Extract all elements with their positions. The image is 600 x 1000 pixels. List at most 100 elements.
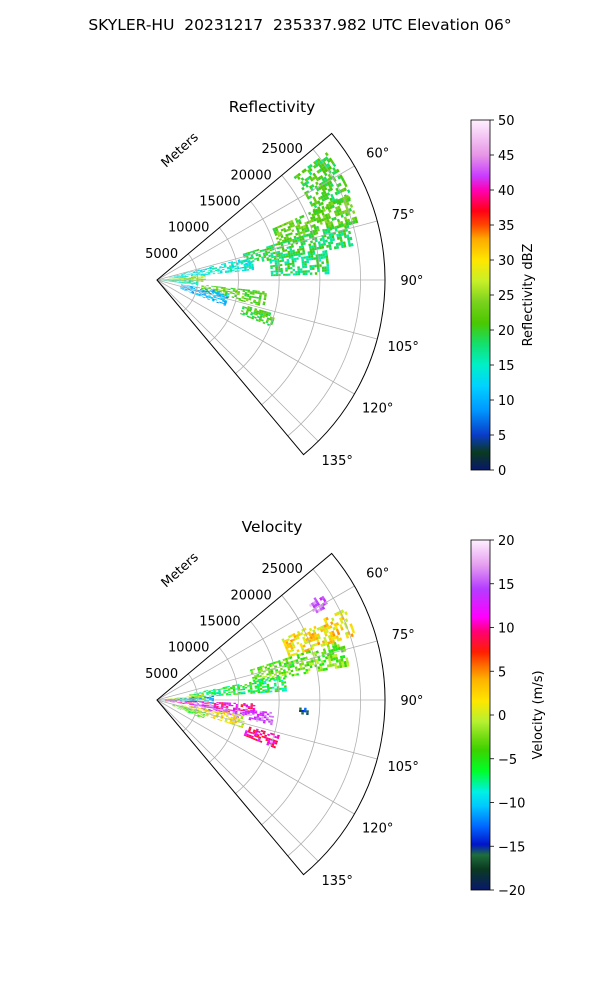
radar-cell: [316, 219, 320, 224]
radar-cell: [202, 270, 206, 272]
radar-cell: [322, 184, 326, 188]
radar-cell: [213, 715, 216, 718]
radar-cell: [273, 678, 276, 682]
radar-cell: [243, 265, 247, 267]
range-tick-label: 25000: [262, 562, 303, 577]
radar-cell: [284, 249, 288, 252]
radar-cell: [217, 710, 220, 712]
radar-cell: [191, 277, 194, 278]
radar-cell: [191, 278, 194, 280]
radar-cell: [290, 252, 293, 255]
radar-cell: [227, 709, 231, 711]
radar-cell: [329, 640, 333, 644]
radar-cell: [270, 267, 273, 270]
radar-cell: [314, 229, 318, 233]
radar-cell: [351, 217, 355, 221]
radar-cell: [323, 186, 328, 191]
radar-cell: [211, 702, 214, 704]
radar-cell: [348, 230, 352, 235]
radar-cell: [228, 693, 231, 696]
radar-cell: [278, 680, 282, 683]
radar-cell: [305, 193, 309, 198]
radar-cell: [350, 633, 354, 638]
radar-cell: [322, 180, 327, 185]
radar-cell: [307, 169, 311, 173]
radar-cell: [301, 261, 305, 264]
radar-cell: [251, 263, 254, 266]
radar-cell: [204, 701, 207, 703]
radar-cell: [304, 191, 308, 195]
radar-cell: [344, 618, 349, 623]
radar-cell: [319, 238, 323, 242]
radar-cell: [321, 606, 326, 610]
radar-cell: [261, 716, 265, 719]
radar-cell: [249, 687, 253, 690]
radar-cell: [187, 700, 190, 701]
radar-cell: [280, 254, 284, 257]
colorbar-tick-label: 20: [498, 324, 515, 339]
radar-cell: [203, 274, 206, 276]
radar-cell: [264, 685, 267, 688]
azimuth-tick-label: 75°: [392, 628, 415, 643]
radar-cell: [232, 711, 236, 714]
radar-cell: [327, 635, 331, 639]
radar-cell: [247, 289, 251, 292]
radar-cell: [329, 205, 333, 210]
radar-cell: [244, 269, 247, 271]
radar-cell: [291, 643, 295, 647]
radar-cell: [188, 281, 192, 282]
radar-cell: [311, 213, 315, 217]
radar-cell: [226, 703, 229, 705]
radar-cell: [190, 275, 194, 276]
radar-cell: [289, 644, 293, 648]
radar-cell: [252, 250, 255, 253]
radar-cell: [345, 221, 349, 226]
radar-cell: [290, 653, 294, 657]
radar-cell: [200, 694, 204, 696]
radar-cell: [245, 299, 249, 302]
radar-cell: [324, 152, 329, 157]
radar-cell: [293, 659, 296, 663]
radar-cell: [315, 159, 319, 164]
radar-cell: [198, 294, 201, 296]
radar-cell: [210, 270, 213, 272]
radar-cell: [277, 242, 281, 246]
radar-cell: [176, 276, 179, 278]
radar-cell: [242, 293, 245, 295]
radar-cell: [174, 281, 177, 282]
radar-cell: [245, 252, 248, 255]
radar-cell: [176, 277, 179, 278]
radar-cell: [179, 698, 183, 700]
radar-cell: [300, 645, 304, 649]
radar-cell: [216, 301, 219, 304]
radar-cell: [318, 626, 323, 630]
radar-cell: [264, 293, 267, 295]
radar-cell: [261, 717, 264, 720]
radar-cell: [189, 701, 192, 702]
radar-cell: [216, 694, 219, 697]
radar-cell: [213, 689, 216, 691]
radar-cell: [262, 315, 265, 319]
radar-cell: [297, 172, 302, 177]
radar-cell: [308, 171, 313, 176]
radar-cell: [197, 714, 200, 716]
radar-cell: [192, 271, 196, 273]
colorbar-tick-label: 45: [498, 149, 515, 164]
radar-cell: [328, 180, 333, 185]
radar-cell: [187, 707, 191, 708]
radar-cell: [183, 278, 187, 279]
radar-cell: [343, 195, 348, 200]
radar-cell: [241, 724, 244, 727]
radar-cell: [211, 706, 214, 708]
radar-cell: [289, 639, 294, 643]
radar-cell: [314, 603, 318, 608]
radar-cell: [280, 267, 283, 271]
radar-cell: [317, 658, 321, 662]
radar-cell: [193, 710, 197, 712]
radar-cell: [341, 661, 345, 665]
radar-cell: [191, 696, 194, 697]
radar-cell: [180, 705, 184, 706]
radar-cell: [338, 208, 342, 213]
radar-cell: [260, 319, 264, 322]
